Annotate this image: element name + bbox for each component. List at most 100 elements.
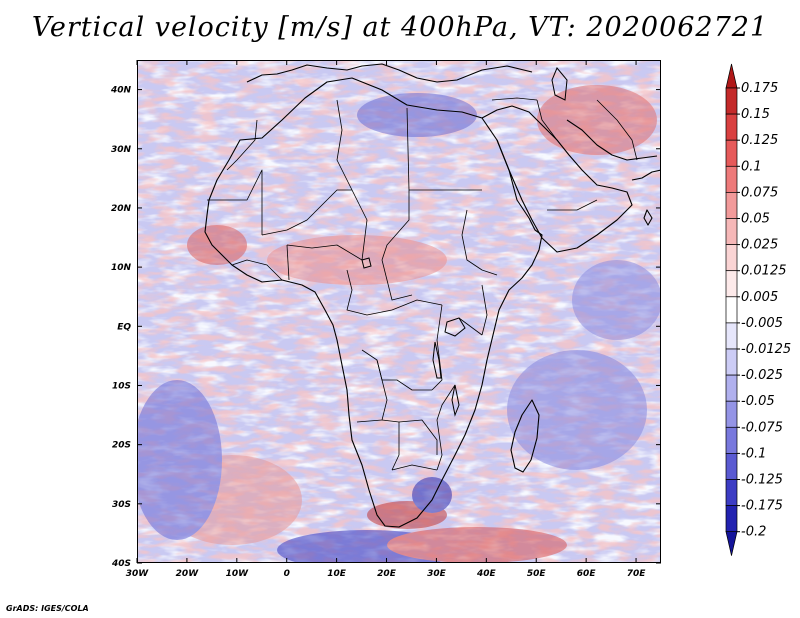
colorbar-bin <box>725 505 738 533</box>
africa-coastline <box>204 77 543 528</box>
border-drc-north <box>391 299 443 311</box>
arabia-coastline <box>481 105 633 253</box>
border-mozambique <box>436 384 456 471</box>
lake-malawi <box>451 384 460 417</box>
coastlines <box>204 63 661 528</box>
colorbar-bin <box>725 453 738 480</box>
lake-chad <box>361 257 372 269</box>
border-cameroon-car <box>346 269 393 316</box>
lat-label-40n: 40N <box>110 86 132 96</box>
border-pakistan-afghan <box>596 99 638 161</box>
colorbar-bin <box>725 531 738 556</box>
colorbar-bin <box>725 113 738 141</box>
colorbar-label: 0.005 <box>741 290 778 305</box>
europe-coastline <box>246 63 533 83</box>
lat-label-20n: 20N <box>111 204 132 214</box>
neg-patch-west <box>137 380 222 540</box>
colorbar-bin <box>725 426 738 454</box>
border-niger-nigeria <box>286 244 363 261</box>
pos-patch-west-africa <box>187 225 247 265</box>
border-turkey-syria <box>491 97 538 101</box>
lon-label-40e: 40E <box>476 569 497 579</box>
lon-label-30e: 30E <box>427 569 447 579</box>
lake-victoria <box>444 317 466 337</box>
border-libya-egypt <box>406 107 410 191</box>
colorbar-label: 0.025 <box>741 238 778 253</box>
sri-lanka-outline <box>643 209 653 226</box>
lat-label-10n: 10N <box>111 263 132 273</box>
colorbar-label: 0.05 <box>741 212 770 227</box>
colorbar-label: -0.05 <box>741 394 775 409</box>
colorbar-label: 0.125 <box>741 133 778 148</box>
border-drc-east <box>431 304 443 391</box>
lon-label-20w: 20W <box>176 569 200 579</box>
lat-label-40s: 40S <box>111 559 131 569</box>
lat-label-10s: 10S <box>112 381 131 391</box>
latitude-labels: 40N 30N 20N 10N EQ 10S 20S 30S 40S <box>110 86 132 569</box>
border-saudi-yemen <box>547 199 598 211</box>
border-southafrica-north <box>391 464 438 471</box>
credit-text: GrADS: IGES/COLA <box>6 604 89 613</box>
border-mali-niger <box>261 189 368 261</box>
colorbar-bin <box>725 296 738 324</box>
india-coastline <box>631 169 661 181</box>
lon-label-70e: 70E <box>627 569 647 579</box>
colorbar-bin <box>725 218 738 245</box>
pos-patch-south <box>387 527 567 563</box>
neg-patch-east <box>572 260 661 340</box>
border-tanzania-kenya <box>458 317 483 336</box>
colorbar-bin <box>725 139 738 167</box>
colorbar-bin <box>725 87 738 115</box>
longitude-labels: 30W 20W 10W 0 10E 20E 30E 40E 50E 60E 70E <box>126 569 646 579</box>
colorbar-bin <box>725 322 738 350</box>
border-mauritania-mali <box>207 169 263 235</box>
anomaly-patches <box>137 85 661 563</box>
colorbar-bin <box>725 348 738 376</box>
lon-label-10w: 10W <box>226 569 250 579</box>
colorbar-bin <box>725 270 738 298</box>
border-iran-iraq <box>536 99 558 141</box>
border-kenya-somalia <box>481 284 488 336</box>
border-sahara-east <box>381 190 410 261</box>
iran-coastline <box>566 119 658 161</box>
lat-label-eq: EQ <box>117 322 131 332</box>
map-title: Vertical velocity [m/s] at 400hPa, VT: 2… <box>31 12 769 43</box>
madagascar-coastline <box>510 399 540 473</box>
colorbar-label: -0.025 <box>741 368 783 383</box>
colorbar-label: -0.1 <box>741 446 766 461</box>
border-sudan-ethiopia <box>461 209 498 276</box>
colorbar-bin <box>725 63 738 89</box>
lat-label-30n: 30N <box>111 145 132 155</box>
map-plot-area <box>137 60 661 563</box>
colorbar-label: -0.075 <box>741 420 783 435</box>
lon-label-10e: 10E <box>327 569 347 579</box>
colorbar-label: 0.15 <box>741 107 770 122</box>
lon-label-50e: 50E <box>527 569 547 579</box>
colorbar-bin <box>725 244 738 272</box>
plot-frame-border <box>137 60 661 563</box>
colorbar-bin <box>725 479 738 506</box>
lake-tanganyika <box>432 341 442 379</box>
colorbar-label: 0.1 <box>741 159 762 174</box>
pos-patch-northeast <box>537 85 657 155</box>
lon-label-30w: 30W <box>126 569 150 579</box>
border-angola-zambia <box>356 359 388 423</box>
colorbar-bin <box>725 400 738 428</box>
colorbar-label: -0.005 <box>741 316 783 331</box>
lon-label-60e: 60E <box>577 569 597 579</box>
colorbar-bin <box>725 192 738 219</box>
border-botswana-zimbabwe <box>398 419 438 455</box>
border-algeria-libya <box>336 99 353 191</box>
neg-patch-indian <box>507 350 647 470</box>
border-chad-sudan <box>381 259 413 301</box>
colorbar: 0.175 0.15 0.125 0.1 0.075 0.05 0.025 0.0125 0.0… <box>725 63 791 556</box>
colorbar-label: -0.2 <box>741 525 766 540</box>
lakes <box>361 67 568 417</box>
pos-patch-sahel <box>267 235 447 285</box>
lon-label-0: 0 <box>284 569 290 579</box>
colorbar-label: 0.0125 <box>741 264 787 279</box>
neg-patch-natal <box>412 477 452 513</box>
colorbar-label: -0.0125 <box>741 342 791 357</box>
colorbar-label: 0.175 <box>741 81 778 96</box>
border-west-africa-coast <box>231 259 283 281</box>
